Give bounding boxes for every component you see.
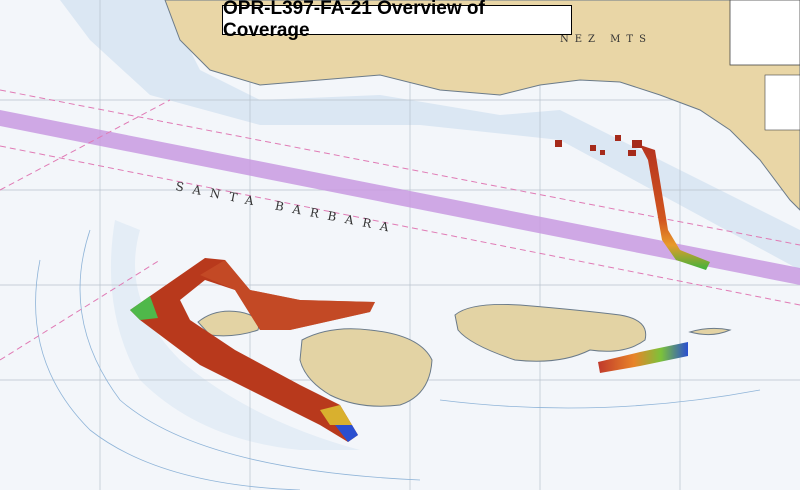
depth-contour [35, 229, 761, 490]
survey-coverage [335, 425, 358, 442]
map-title: OPR-L397-FA-21 Overview of Coverage [222, 0, 572, 41]
shallow-water [110, 220, 360, 450]
chart-legend-box [729, 0, 800, 66]
survey-coverage [555, 135, 642, 156]
traffic-separation-line [0, 89, 800, 361]
mainland [164, 0, 800, 211]
survey-coverage [200, 260, 375, 330]
map-label: NEZ MTS [560, 34, 652, 45]
shipping-lane [0, 110, 800, 285]
survey-coverage [598, 342, 688, 373]
inset-box [764, 74, 800, 131]
shallow-water [60, 0, 800, 270]
survey-coverage [320, 405, 352, 425]
survey-coverage [640, 145, 710, 270]
island [197, 303, 732, 407]
survey-coverage [130, 296, 158, 320]
